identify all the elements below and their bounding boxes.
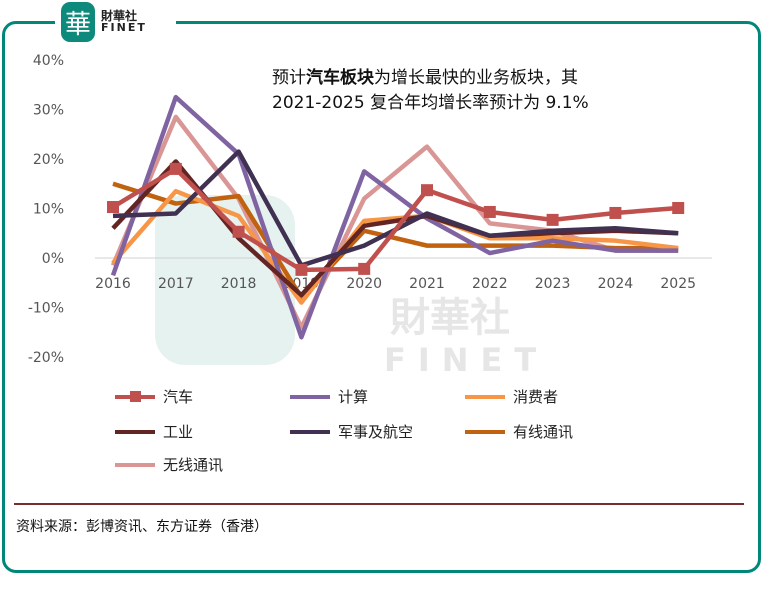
- logo-cn: 財華社: [101, 9, 138, 23]
- data-point-marker: [107, 201, 119, 214]
- y-tick-label: 0%: [42, 251, 64, 267]
- legend-item: 消费者: [465, 386, 558, 407]
- series-line-2: [111, 188, 679, 305]
- legend-swatch: [115, 390, 155, 402]
- x-tick-label: 2024: [598, 276, 634, 292]
- logo-en: FINET: [101, 21, 147, 34]
- legend-swatch: [115, 462, 155, 467]
- title-bold: 汽车板块: [306, 68, 374, 88]
- data-point-marker: [295, 263, 308, 276]
- footer-divider: [14, 503, 744, 505]
- watermark-en: FINET: [384, 341, 549, 379]
- legend-swatch: [290, 429, 330, 434]
- legend-item: 工业: [115, 421, 193, 442]
- legend-marker: [130, 390, 141, 402]
- y-tick-label: 10%: [33, 202, 64, 218]
- legend-swatch: [465, 429, 505, 434]
- legend-label: 军事及航空: [338, 423, 414, 441]
- data-point-marker: [483, 205, 496, 218]
- legend-label: 汽车: [163, 388, 194, 406]
- data-point-marker: [672, 202, 685, 215]
- series-line-1: [110, 94, 679, 340]
- data-point-marker: [421, 184, 433, 197]
- data-point-marker: [232, 225, 245, 238]
- data-point-marker: [546, 213, 559, 226]
- x-tick-label: 2017: [158, 276, 194, 292]
- title-line2: 2021-2025 复合年均增长率预计为 9.1%: [272, 93, 589, 113]
- x-tick-label: 2022: [472, 276, 508, 292]
- legend-swatch: [115, 429, 155, 434]
- data-point-marker: [169, 162, 182, 175]
- data-point-marker: [358, 262, 371, 275]
- chart-card: [2, 21, 761, 573]
- legend-swatch: [465, 394, 505, 399]
- logo-badge: 華: [61, 2, 95, 42]
- legend-label: 消费者: [513, 388, 559, 406]
- legend-item: 有线通讯: [465, 421, 573, 442]
- series-line-0: [111, 166, 679, 273]
- title-suffix: 为增长最快的业务板块，其: [374, 68, 578, 88]
- y-tick-label: 30%: [33, 103, 64, 119]
- legend-label: 无线通讯: [163, 456, 224, 474]
- source-note: 资料来源：彭博资讯、东方证券（香港）: [16, 519, 268, 535]
- title-prefix: 预计: [272, 68, 306, 88]
- legend-item: 军事及航空: [290, 421, 413, 442]
- legend-label: 计算: [338, 388, 369, 406]
- watermark-cn: 財華社: [390, 294, 510, 341]
- y-tick-label: -20%: [28, 350, 64, 366]
- y-tick-label: -10%: [28, 301, 64, 317]
- legend-item: 汽车: [115, 386, 193, 407]
- data-point-marker: [609, 206, 622, 219]
- x-tick-label: 2021: [409, 276, 445, 292]
- legend-item: 计算: [290, 386, 368, 407]
- x-tick-label: 2025: [660, 276, 696, 292]
- x-tick-label: 2018: [221, 276, 257, 292]
- legend-item: 无线通讯: [115, 454, 223, 475]
- y-tick-label: 20%: [33, 152, 64, 168]
- y-tick-label: 40%: [33, 53, 64, 69]
- x-tick-label: 2023: [535, 276, 571, 292]
- finet-logo: 華 財華社 FINET: [55, 0, 176, 44]
- legend-label: 工业: [163, 423, 194, 441]
- x-tick-label: 2020: [346, 276, 382, 292]
- legend-label: 有线通讯: [513, 423, 574, 441]
- legend-swatch: [290, 394, 330, 399]
- chart-title: 预计汽车板块为增长最快的业务板块，其 2021-2025 复合年均增长率预计为 …: [272, 66, 589, 116]
- x-tick-label: 2016: [95, 276, 131, 292]
